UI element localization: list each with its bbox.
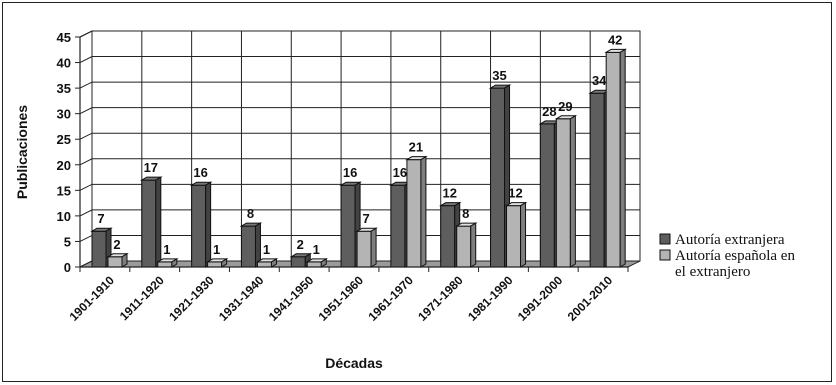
bar: [554, 114, 578, 268]
bar: [405, 155, 428, 268]
legend-swatch: [659, 233, 671, 245]
x-tick-label: 1971-1980: [415, 273, 466, 324]
y-tick-label: 5: [64, 234, 71, 249]
data-label: 1: [213, 242, 220, 257]
x-tick-label: 1901-1910: [67, 273, 118, 324]
data-label: 2: [113, 237, 120, 252]
data-label: 16: [343, 165, 357, 180]
x-tick-label: 1991-2000: [515, 273, 566, 324]
bar: [156, 258, 179, 268]
y-tick-label: 0: [64, 260, 71, 275]
data-label: 7: [97, 211, 104, 226]
data-label: 29: [558, 99, 572, 114]
legend-label: Autoría española en: [675, 248, 795, 264]
data-label: 21: [409, 140, 423, 155]
x-tick-label: 1941-1950: [266, 273, 317, 324]
data-label: 1: [263, 242, 270, 257]
legend-label: el extranjero: [675, 264, 750, 280]
y-tick-label: 10: [57, 209, 71, 224]
data-label: 8: [247, 206, 254, 221]
x-tick-label: 1931-1940: [216, 273, 267, 324]
x-tick-label: 1951-1960: [316, 273, 367, 324]
bar: [205, 258, 229, 268]
data-label: 12: [508, 186, 522, 201]
bar: [189, 181, 213, 268]
bar: [255, 258, 279, 268]
y-tick-label: 45: [57, 30, 71, 45]
x-tick-label: 1911-1920: [117, 273, 167, 323]
bar: [339, 181, 362, 268]
x-tick-label: 1981-1990: [465, 273, 516, 324]
side-wall: [79, 30, 93, 268]
data-label: 12: [442, 186, 456, 201]
data-label: 1: [313, 242, 320, 257]
data-label: 2: [297, 237, 304, 252]
data-label: 35: [492, 68, 506, 83]
bar: [305, 258, 329, 268]
bar: [454, 222, 478, 268]
bar: [355, 227, 378, 268]
x-tick-label: 2001-2010: [565, 273, 616, 324]
bar: [140, 176, 163, 268]
bar: [504, 201, 528, 268]
data-label: 42: [608, 32, 622, 47]
data-label: 1: [163, 242, 170, 257]
data-label: 8: [462, 206, 469, 221]
y-tick-label: 40: [57, 56, 71, 71]
y-axis-title: Publicaciones: [14, 105, 30, 199]
y-tick-label: 30: [57, 107, 71, 122]
legend-swatch: [659, 249, 671, 261]
x-axis-title: Décadas: [325, 355, 383, 371]
data-label: 7: [362, 211, 369, 226]
y-tick-label: 20: [57, 158, 71, 173]
data-label: 28: [542, 104, 556, 119]
data-label: 17: [144, 160, 158, 175]
bars: [90, 48, 627, 268]
data-label: 16: [393, 165, 407, 180]
data-label: 34: [592, 73, 607, 88]
x-tick-label: 1921-1930: [166, 273, 217, 324]
data-label: 16: [193, 165, 207, 180]
bar: [604, 48, 627, 268]
bar: [438, 201, 462, 268]
y-tick-label: 35: [57, 81, 71, 96]
bar: [106, 252, 129, 268]
bar: [239, 222, 263, 268]
y-tick-label: 25: [57, 132, 71, 147]
x-tick-label: 1961-1970: [365, 273, 416, 324]
legend-item: Autoría extranjera: [659, 232, 785, 248]
y-tick-label: 15: [57, 183, 71, 198]
legend-label: Autoría extranjera: [675, 232, 785, 248]
